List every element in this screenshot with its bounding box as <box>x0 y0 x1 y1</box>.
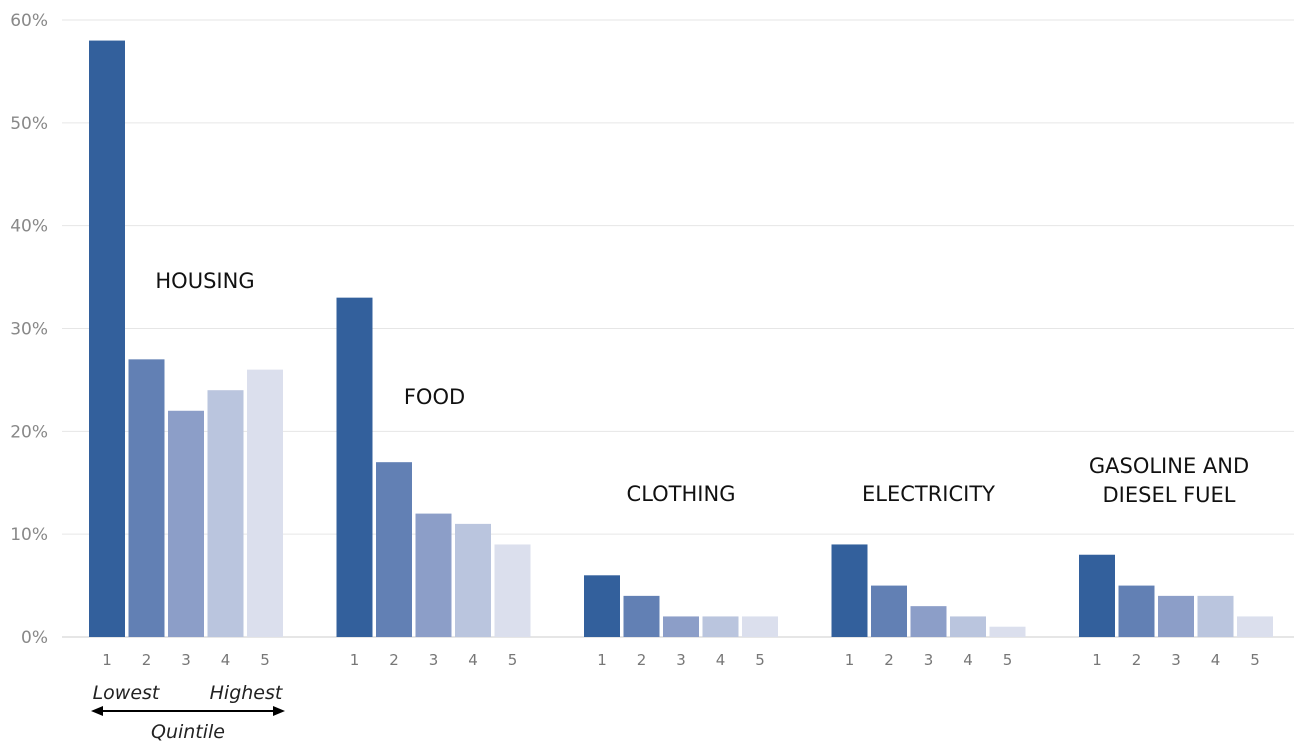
bar <box>742 616 778 637</box>
x-tick-label: 3 <box>1171 651 1181 669</box>
category-label: HOUSING <box>155 269 254 293</box>
bar <box>831 544 868 637</box>
bar <box>950 616 986 637</box>
y-tick-label: 60% <box>10 11 48 31</box>
gridlines <box>62 19 1294 638</box>
legend-high-label: Highest <box>210 682 284 704</box>
x-tick-label: 3 <box>429 651 439 669</box>
x-tick-label: 5 <box>1250 651 1260 669</box>
x-tick-label: 3 <box>676 651 686 669</box>
y-tick-label: 30% <box>10 320 48 340</box>
x-tick-label: 5 <box>755 651 765 669</box>
bar <box>1118 585 1155 637</box>
bar <box>494 544 531 637</box>
bar <box>168 410 204 637</box>
x-axis: 1 2 3 4 5 1 2 3 4 5 1 2 3 4 5 1 2 3 4 5 1 2 3 4 5 <box>102 651 1260 669</box>
category-label: FOOD <box>404 385 465 409</box>
bar <box>910 606 947 637</box>
x-tick-label: 2 <box>637 651 647 669</box>
bar <box>1197 595 1234 637</box>
bar <box>663 616 699 637</box>
x-tick-label: 2 <box>142 651 152 669</box>
y-tick-label: 40% <box>10 217 48 237</box>
bar <box>455 523 491 637</box>
x-tick-label: 5 <box>508 651 518 669</box>
category-label: ELECTRICITY <box>862 482 995 506</box>
x-tick-label: 2 <box>1132 651 1142 669</box>
x-tick-label: 4 <box>963 651 973 669</box>
x-tick-label: 1 <box>597 651 607 669</box>
legend-low-label: Lowest <box>93 682 161 704</box>
legend-arrow-left-head <box>91 706 103 716</box>
category-label: GASOLINE AND <box>1089 454 1249 478</box>
bar <box>989 626 1026 637</box>
bar <box>336 297 373 637</box>
bar <box>1158 595 1194 637</box>
x-tick-label: 5 <box>1003 651 1013 669</box>
bar <box>376 462 412 637</box>
category-label: DIESEL FUEL <box>1102 483 1235 507</box>
bar <box>584 575 620 637</box>
legend-arrow-right-head <box>273 706 285 716</box>
bar <box>89 40 125 638</box>
category-label: CLOTHING <box>627 482 736 506</box>
bar <box>1079 554 1115 637</box>
x-tick-label: 4 <box>1211 651 1221 669</box>
x-tick-label: 4 <box>221 651 231 669</box>
y-tick-label: 10% <box>10 525 48 545</box>
quintile-legend: Lowest Highest Quintile <box>91 682 285 742</box>
y-tick-label: 20% <box>10 422 48 442</box>
bar <box>207 390 244 637</box>
bar <box>128 359 165 637</box>
y-axis: 0% 10% 20% 30% 40% 50% 60% <box>10 11 48 648</box>
x-tick-label: 4 <box>468 651 478 669</box>
x-tick-label: 4 <box>716 651 726 669</box>
x-tick-label: 1 <box>845 651 855 669</box>
y-tick-label: 50% <box>10 114 48 134</box>
bar <box>623 595 660 637</box>
bars <box>89 40 1273 638</box>
x-tick-label: 1 <box>102 651 112 669</box>
bar <box>871 585 907 637</box>
x-tick-label: 1 <box>350 651 360 669</box>
x-tick-label: 2 <box>884 651 894 669</box>
category-labels: HOUSING FOOD CLOTHING ELECTRICITY GASOLINE A… <box>155 269 1249 507</box>
x-tick-label: 3 <box>181 651 191 669</box>
x-tick-label: 1 <box>1092 651 1102 669</box>
bar <box>247 369 283 637</box>
bar <box>415 513 452 637</box>
bar <box>702 616 739 637</box>
x-tick-label: 2 <box>389 651 399 669</box>
y-tick-label: 0% <box>21 628 48 648</box>
x-tick-label: 5 <box>260 651 270 669</box>
bar <box>1237 616 1273 637</box>
x-tick-label: 3 <box>924 651 934 669</box>
legend-title: Quintile <box>151 721 225 742</box>
